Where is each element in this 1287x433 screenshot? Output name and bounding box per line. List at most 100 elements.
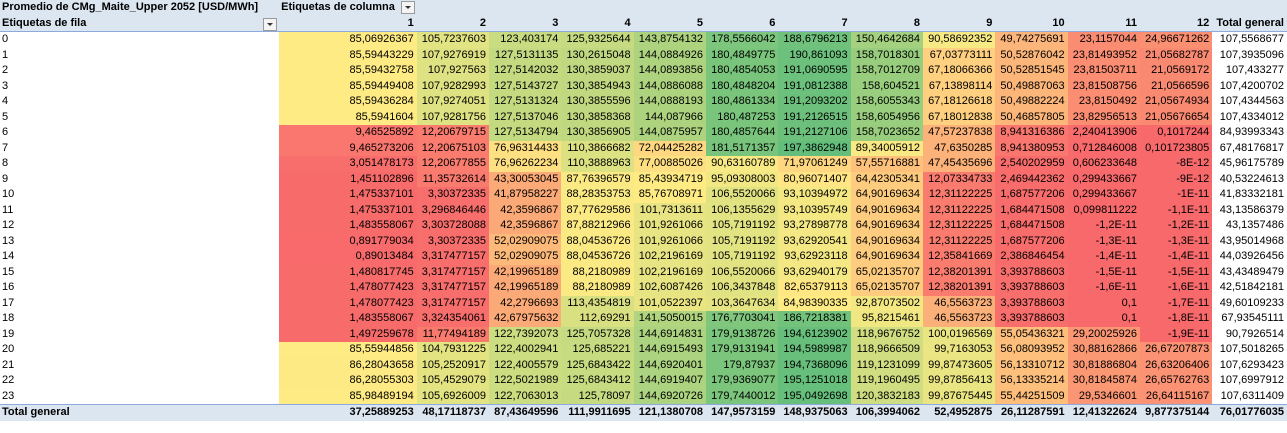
data-cell[interactable]: 0,606233648 bbox=[1067, 156, 1140, 172]
data-cell[interactable]: 93,62923118 bbox=[778, 249, 851, 265]
data-cell[interactable]: 144,6915493 bbox=[633, 342, 706, 358]
data-cell[interactable]: 188,6796213 bbox=[778, 31, 851, 48]
row-label[interactable]: 21 bbox=[2, 358, 15, 371]
data-cell[interactable]: 85,76708971 bbox=[633, 187, 706, 203]
data-cell[interactable]: 107,9274051 bbox=[416, 94, 490, 110]
data-cell[interactable]: 8,941316386 bbox=[995, 125, 1068, 141]
data-cell[interactable]: 176,7703041 bbox=[706, 311, 779, 327]
row-total-cell[interactable]: 43,43489479 bbox=[1212, 264, 1287, 280]
data-cell[interactable]: 101,9261066 bbox=[633, 218, 706, 234]
data-cell[interactable]: 42,19965189 bbox=[489, 264, 562, 280]
data-cell[interactable]: 23,81508756 bbox=[1067, 78, 1140, 94]
data-cell[interactable]: 12,20679715 bbox=[416, 125, 490, 141]
data-cell[interactable]: -1,7E-11 bbox=[1139, 295, 1213, 311]
data-cell[interactable]: 1,483558067 bbox=[279, 218, 417, 234]
data-cell[interactable]: 122,7392073 bbox=[489, 326, 562, 342]
data-cell[interactable]: 158,7012709 bbox=[850, 63, 923, 79]
data-cell[interactable]: -9E-12 bbox=[1139, 171, 1213, 187]
data-cell[interactable]: 127,5131324 bbox=[489, 94, 562, 110]
row-total-cell[interactable]: 107,4334012 bbox=[1212, 109, 1287, 125]
data-cell[interactable]: 101,7313611 bbox=[633, 202, 706, 218]
data-cell[interactable]: 105,2520917 bbox=[416, 357, 490, 373]
data-cell[interactable]: 12,31122225 bbox=[922, 233, 996, 249]
data-cell[interactable]: 99,87675445 bbox=[922, 388, 996, 405]
data-cell[interactable]: 158,6054956 bbox=[850, 109, 923, 125]
data-cell[interactable]: 67,18126618 bbox=[922, 94, 996, 110]
data-cell[interactable]: 102,2196169 bbox=[633, 264, 706, 280]
data-cell[interactable]: 43,30053045 bbox=[489, 171, 562, 187]
row-label[interactable]: 6 bbox=[2, 126, 9, 138]
data-cell[interactable]: 23,81493952 bbox=[1067, 47, 1140, 63]
data-cell[interactable]: 85,59436284 bbox=[279, 94, 417, 110]
data-cell[interactable]: -1,5E-11 bbox=[1067, 264, 1140, 280]
data-cell[interactable]: 29,5346601 bbox=[1067, 388, 1140, 405]
data-cell[interactable]: 64,90169634 bbox=[850, 187, 923, 203]
data-cell[interactable]: 102,2196169 bbox=[633, 249, 706, 265]
data-cell[interactable]: 194,6123902 bbox=[778, 326, 851, 342]
data-cell[interactable]: 119,1960495 bbox=[850, 373, 923, 389]
row-total-cell[interactable]: 107,433277 bbox=[1212, 63, 1287, 79]
row-total-cell[interactable]: 42,51842181 bbox=[1212, 280, 1287, 296]
data-cell[interactable]: 95,8215461 bbox=[850, 311, 923, 327]
data-cell[interactable]: 67,03773111 bbox=[922, 47, 996, 63]
column-total-cell[interactable]: 48,17118737 bbox=[416, 404, 490, 421]
data-cell[interactable]: 30,88162866 bbox=[1067, 342, 1140, 358]
data-cell[interactable]: 88,28353753 bbox=[561, 187, 634, 203]
data-cell[interactable]: 12,20677855 bbox=[416, 156, 490, 172]
data-cell[interactable]: 180,4849775 bbox=[706, 47, 779, 63]
data-cell[interactable]: 64,90169634 bbox=[850, 218, 923, 234]
data-cell[interactable]: 99,7163053 bbox=[922, 342, 996, 358]
data-cell[interactable]: 12,35841669 bbox=[922, 249, 996, 265]
data-cell[interactable]: 89,34005912 bbox=[850, 140, 923, 156]
data-cell[interactable]: 12,20675103 bbox=[416, 140, 490, 156]
data-cell[interactable]: 100,0196569 bbox=[922, 326, 996, 342]
data-cell[interactable]: 12,31122225 bbox=[922, 218, 996, 234]
row-total-cell[interactable]: 84,93993343 bbox=[1212, 125, 1287, 141]
data-cell[interactable]: 130,3858368 bbox=[561, 109, 634, 125]
data-cell[interactable]: 1,475337101 bbox=[279, 202, 417, 218]
row-total-cell[interactable]: 107,5568677 bbox=[1212, 31, 1287, 48]
data-cell[interactable]: 3,317477157 bbox=[416, 264, 490, 280]
data-cell[interactable]: 88,04536726 bbox=[561, 233, 634, 249]
data-cell[interactable]: 3,30372335 bbox=[416, 233, 490, 249]
row-label[interactable]: 11 bbox=[2, 203, 14, 216]
data-cell[interactable]: 158,7018301 bbox=[850, 47, 923, 63]
row-total-cell[interactable]: 67,93545111 bbox=[1212, 311, 1287, 327]
data-cell[interactable]: 1,483558067 bbox=[279, 311, 417, 327]
data-cell[interactable]: 119,1231099 bbox=[850, 357, 923, 373]
data-cell[interactable]: 0,891779034 bbox=[279, 233, 417, 249]
data-cell[interactable]: 1,687577206 bbox=[995, 187, 1068, 203]
data-cell[interactable]: 71,97061249 bbox=[778, 156, 851, 172]
row-label[interactable]: 8 bbox=[2, 157, 9, 169]
data-cell[interactable]: 106,5520066 bbox=[706, 264, 779, 280]
data-cell[interactable]: 195,1251018 bbox=[778, 373, 851, 389]
data-cell[interactable]: 85,59443229 bbox=[279, 47, 417, 63]
row-label[interactable]: 10 bbox=[2, 188, 15, 200]
row-label[interactable]: 4 bbox=[2, 95, 9, 107]
data-cell[interactable]: 47,45435696 bbox=[922, 156, 996, 172]
data-cell[interactable]: 191,2093202 bbox=[778, 94, 851, 110]
data-cell[interactable]: 12,31122225 bbox=[922, 187, 996, 203]
data-cell[interactable]: 118,9666509 bbox=[850, 342, 923, 358]
data-cell[interactable]: 9,46525892 bbox=[279, 125, 417, 141]
data-cell[interactable]: 0,1 bbox=[1067, 295, 1140, 311]
data-cell[interactable]: 52,02909075 bbox=[489, 249, 562, 265]
row-label[interactable]: 13 bbox=[2, 234, 15, 247]
data-cell[interactable]: 112,69291 bbox=[561, 311, 634, 327]
data-cell[interactable]: 197,3862948 bbox=[778, 140, 851, 156]
data-cell[interactable]: 85,59432758 bbox=[279, 63, 417, 79]
data-cell[interactable]: 85,59449408 bbox=[279, 78, 417, 94]
data-cell[interactable]: 158,6055343 bbox=[850, 94, 923, 110]
row-label[interactable]: 17 bbox=[2, 296, 15, 309]
data-cell[interactable]: 0,101723805 bbox=[1139, 140, 1213, 156]
data-cell[interactable]: 1,480817745 bbox=[279, 264, 417, 280]
data-cell[interactable]: 105,7191192 bbox=[706, 218, 779, 234]
row-total-cell[interactable]: 45,96175789 bbox=[1212, 156, 1287, 172]
data-cell[interactable]: 125,78097 bbox=[561, 388, 634, 405]
data-cell[interactable]: 67,18012838 bbox=[922, 109, 996, 125]
data-cell[interactable]: 93,62920541 bbox=[778, 233, 851, 249]
data-cell[interactable]: 122,5021989 bbox=[489, 373, 562, 389]
data-cell[interactable]: 90,58692352 bbox=[922, 31, 996, 48]
row-total-cell[interactable]: 107,4200702 bbox=[1212, 78, 1287, 94]
row-total-cell[interactable]: 67,48176817 bbox=[1212, 140, 1287, 156]
